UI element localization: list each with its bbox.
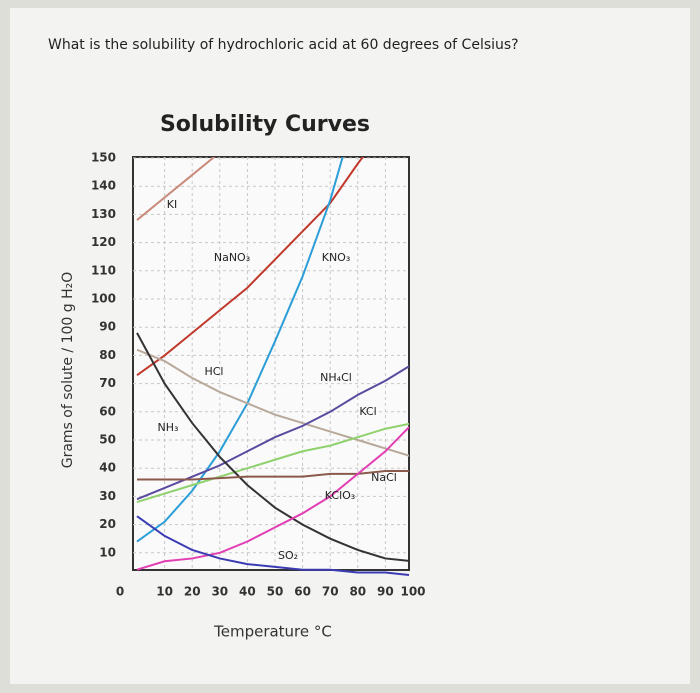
plot bbox=[133, 157, 409, 576]
x-tick-label: 100 bbox=[400, 585, 425, 599]
y-tick-label: 10 bbox=[99, 545, 116, 559]
y-tick-label: 120 bbox=[91, 235, 116, 249]
curve-label: NaNO₃ bbox=[214, 251, 250, 264]
curve-label: KClO₃ bbox=[325, 489, 355, 502]
y-tick-label: 30 bbox=[99, 489, 116, 503]
y-tick-label: 150 bbox=[91, 151, 116, 165]
x-tick-label: 60 bbox=[294, 585, 311, 599]
x-tick-label: 70 bbox=[322, 585, 339, 599]
x-tick-label: 50 bbox=[267, 585, 284, 599]
x-tick-label: 90 bbox=[377, 585, 394, 599]
x-tick-label: 80 bbox=[349, 585, 366, 599]
series-line bbox=[136, 157, 365, 376]
curve-label: KNO₃ bbox=[322, 251, 351, 264]
y-tick-label: 60 bbox=[99, 404, 116, 418]
y-tick-label: 140 bbox=[91, 179, 116, 193]
x-tick-label: 40 bbox=[239, 585, 256, 599]
y-tick-label: 90 bbox=[99, 320, 116, 334]
series-line bbox=[137, 470, 409, 481]
curve-label: KI bbox=[167, 198, 177, 211]
series-line bbox=[136, 422, 409, 503]
curve-label: NH₃ bbox=[158, 421, 179, 434]
curve-label: NaCl bbox=[371, 471, 397, 484]
y-tick-label: 130 bbox=[91, 207, 116, 221]
series-line bbox=[136, 348, 409, 457]
plot-area bbox=[132, 156, 410, 571]
series-line bbox=[136, 425, 409, 571]
series-line bbox=[136, 332, 409, 562]
chart-title: Solubility Curves bbox=[160, 112, 370, 137]
series-line bbox=[136, 157, 216, 221]
y-tick-label: 40 bbox=[99, 461, 116, 475]
curve-label: KCl bbox=[359, 405, 376, 418]
series-line bbox=[136, 157, 344, 543]
y-tick-label: 100 bbox=[91, 292, 116, 306]
curve-label: NH₄Cl bbox=[320, 371, 352, 384]
y-axis-label: Grams of solute / 100 g H₂O bbox=[60, 272, 76, 469]
y-tick-label: 80 bbox=[99, 348, 116, 362]
question: What is the solubility of hydrochloric a… bbox=[48, 37, 519, 53]
y-tick-label: 50 bbox=[99, 433, 116, 447]
y-tick-label: 20 bbox=[99, 517, 116, 531]
curve-label: SO₂ bbox=[278, 549, 298, 562]
series-line bbox=[136, 515, 409, 576]
x-axis-label: Temperature °C bbox=[213, 623, 332, 641]
y-tick-label: 110 bbox=[91, 263, 116, 277]
y-tick-label: 0 bbox=[116, 585, 124, 599]
curve-label: HCl bbox=[204, 365, 223, 378]
x-tick-label: 10 bbox=[156, 585, 173, 599]
x-tick-label: 20 bbox=[184, 585, 201, 599]
y-tick-label: 70 bbox=[99, 376, 116, 390]
x-tick-label: 30 bbox=[211, 585, 228, 599]
